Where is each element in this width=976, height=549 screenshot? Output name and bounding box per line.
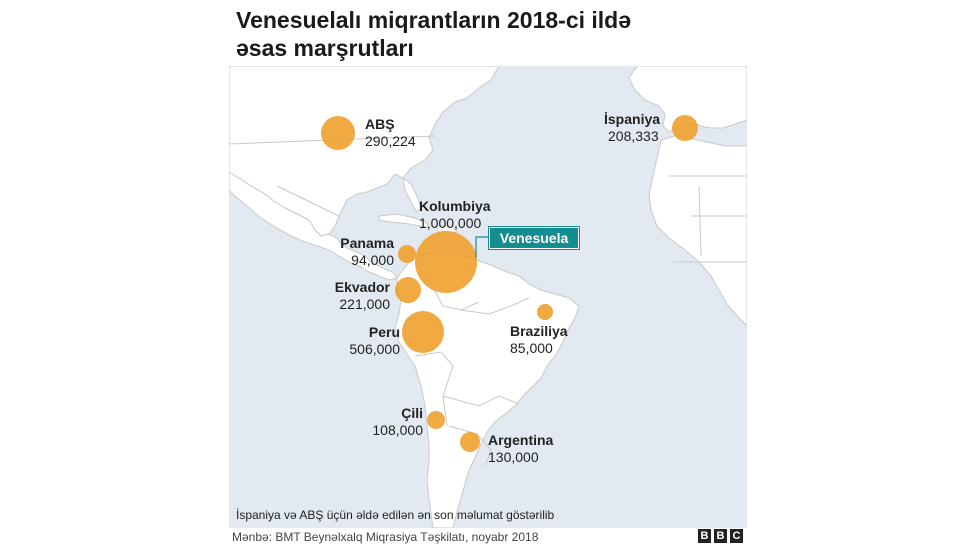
label-argentina-name: Argentina: [488, 432, 554, 448]
label-braziliya-name: Braziliya: [510, 323, 568, 339]
label-cili-name: Çili: [401, 405, 423, 421]
central-america-landmass: [229, 171, 398, 281]
footnote: İspaniya və ABŞ üçün əldə edilən ən son …: [236, 508, 555, 522]
label-ekvador-name: Ekvador: [334, 279, 390, 295]
label-ekvador: Ekvador 221,000: [322, 279, 390, 313]
venesuela-callout: Venesuela: [488, 226, 580, 250]
map-title: Venesuelalı miqrantların 2018-ci ildə əs…: [236, 6, 631, 62]
americas-map: [229, 66, 747, 528]
bbc-logo-letter-1: B: [698, 529, 711, 543]
label-braziliya-value: 85,000: [510, 340, 553, 356]
africa-landmass: [648, 135, 747, 327]
label-cili: Çili 108,000: [355, 405, 423, 439]
label-abs-name: ABŞ: [365, 116, 395, 132]
label-panama-value: 94,000: [351, 252, 394, 268]
label-cili-value: 108,000: [372, 422, 423, 438]
label-peru-name: Peru: [368, 324, 400, 340]
label-argentina: Argentina 130,000: [488, 432, 553, 466]
label-panama-name: Panama: [340, 235, 394, 251]
label-panama: Panama 94,000: [326, 235, 394, 269]
label-kolumbiya-name: Kolumbiya: [419, 198, 491, 214]
florida-landmass: [402, 176, 422, 213]
label-braziliya: Braziliya 85,000: [510, 323, 568, 357]
title-line-2: əsas marşrutları: [236, 35, 414, 61]
cuba-landmass: [378, 213, 430, 228]
label-ispaniya: İspaniya 208,333: [604, 111, 660, 145]
label-peru-value: 506,000: [349, 341, 400, 357]
title-line-1: Venesuelalı miqrantların 2018-ci ildə: [236, 7, 632, 33]
bbc-logo-letter-3: C: [730, 529, 743, 543]
label-kolumbiya: Kolumbiya 1,000,000: [419, 198, 491, 232]
label-argentina-value: 130,000: [488, 449, 539, 465]
label-ispaniya-name: İspaniya: [604, 111, 661, 127]
label-abs-value: 290,224: [365, 133, 416, 149]
label-ekvador-value: 221,000: [339, 296, 390, 312]
bbc-logo: B B C: [698, 529, 743, 543]
source-credit: Mənbə: BMT Beynəlxalq Miqrasiya Təşkilat…: [232, 530, 539, 544]
label-abs: ABŞ 290,224: [365, 116, 416, 150]
label-peru: Peru 506,000: [332, 324, 400, 358]
label-ispaniya-value: 208,333: [608, 128, 659, 144]
label-kolumbiya-value: 1,000,000: [419, 215, 482, 231]
bbc-logo-letter-2: B: [714, 529, 727, 543]
